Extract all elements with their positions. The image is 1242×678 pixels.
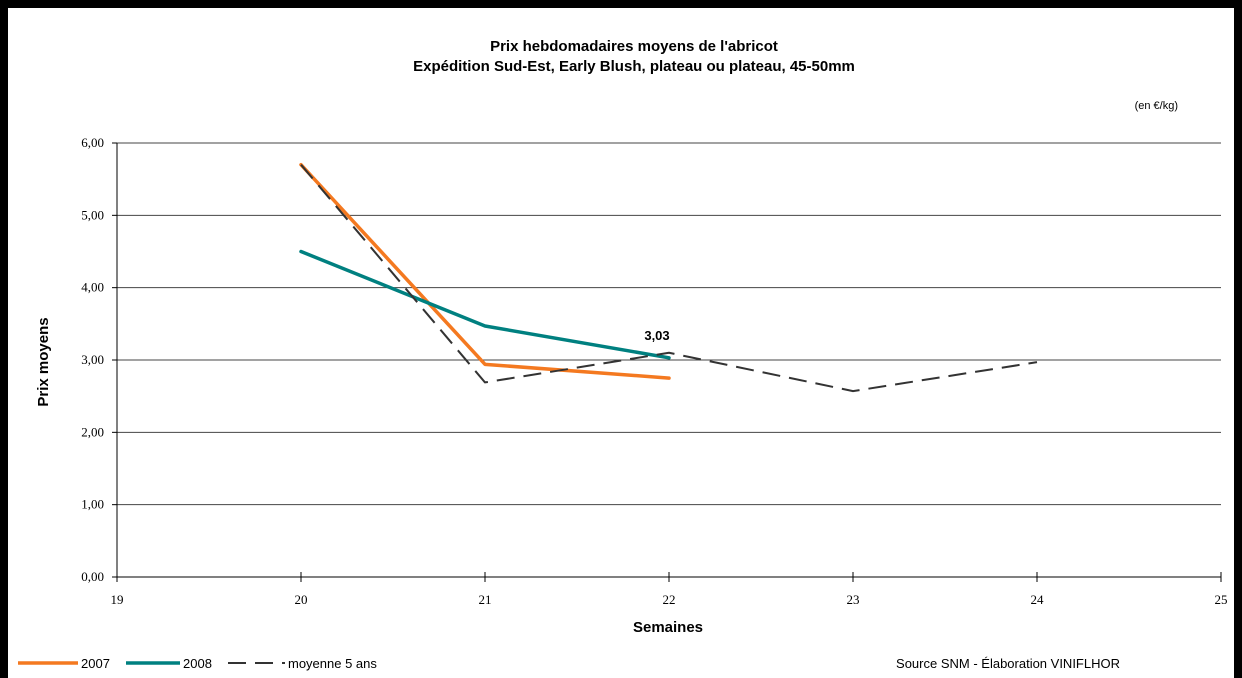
x-axis-label: Semaines — [633, 619, 703, 636]
y-tick-label: 6,00 — [81, 135, 104, 150]
y-tick-label: 2,00 — [81, 424, 104, 439]
y-tick-labels: 0,00 1,00 2,00 3,00 4,00 5,00 6,00 — [81, 135, 104, 584]
y-tick-label: 5,00 — [81, 207, 104, 222]
y-tick-label: 0,00 — [81, 569, 104, 584]
frame-right-border — [1234, 0, 1242, 678]
series-line-1 — [299, 249, 671, 360]
frame-top-border — [0, 0, 1242, 8]
x-tick-label: 23 — [847, 592, 860, 607]
x-tick-label: 19 — [111, 592, 124, 607]
series-line-0 — [299, 162, 671, 380]
x-tick-label: 20 — [295, 592, 308, 607]
x-tick-labels: 19 20 21 22 23 24 25 — [111, 592, 1228, 607]
y-axis-label: Prix moyens — [35, 317, 52, 406]
series-lines — [299, 162, 1038, 393]
x-tick-label: 24 — [1031, 592, 1045, 607]
source-note: Source SNM - Élaboration VINIFLHOR — [896, 656, 1120, 671]
legend-label-2: moyenne 5 ans — [288, 656, 377, 671]
y-tick-label: 4,00 — [81, 280, 104, 295]
unit-note: (en €/kg) — [1135, 100, 1178, 112]
axes — [112, 142, 1222, 582]
x-tick-label: 22 — [663, 592, 676, 607]
legend-label-1: 2008 — [183, 656, 212, 671]
y-tick-label: 3,00 — [81, 352, 104, 367]
x-tick-label: 25 — [1215, 592, 1228, 607]
legend-label-0: 2007 — [81, 656, 110, 671]
y-tick-label: 1,00 — [81, 497, 104, 512]
frame-left-border — [0, 0, 8, 678]
legend: 2007 2008 moyenne 5 ans — [18, 656, 377, 671]
x-tick-label: 21 — [479, 592, 492, 607]
grid-lines — [117, 142, 1221, 506]
annotations: 3,03 — [644, 328, 669, 343]
chart-subtitle: Expédition Sud-Est, Early Blush, plateau… — [413, 58, 855, 75]
chart-title: Prix hebdomadaires moyens de l'abricot — [490, 38, 778, 55]
series-line-2 — [300, 164, 1038, 393]
data-label: 3,03 — [644, 328, 669, 343]
